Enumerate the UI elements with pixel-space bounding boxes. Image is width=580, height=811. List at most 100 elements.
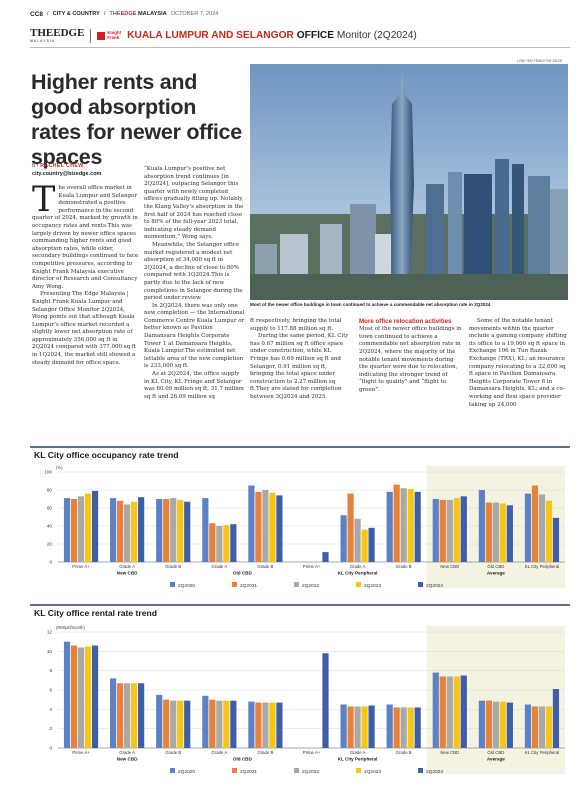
x-tick-label: New CBD: [440, 564, 459, 569]
dropcap: T: [32, 180, 56, 220]
group-label: Average: [487, 757, 505, 762]
legend-swatch: [294, 582, 299, 587]
bar: [170, 498, 177, 562]
bar: [524, 493, 532, 562]
section-header: THEEDGE MALAYSIA Knight Frank KUALA LUMPU…: [30, 24, 570, 48]
y-tick-label: 80: [47, 488, 53, 493]
bar: [492, 701, 499, 748]
bar: [506, 505, 513, 562]
x-tick-label: Grade A: [350, 564, 366, 569]
legend-swatch: [170, 582, 175, 587]
group-label: KL City Peripheral: [338, 757, 378, 762]
bar: [531, 706, 539, 748]
skyline-illustration: [250, 64, 568, 300]
legend-label: 2Q2022: [302, 769, 319, 775]
article-headline: Higher rents and good absorption rates f…: [31, 70, 242, 169]
bar: [453, 498, 460, 562]
bar: [485, 502, 492, 562]
x-tick-label: Grade B: [257, 564, 273, 569]
bar: [414, 707, 421, 748]
divider: [90, 28, 92, 43]
section-title: KUALA LUMPUR AND SELANGOR OFFICE Monitor…: [127, 30, 417, 41]
bar: [499, 701, 506, 748]
bar: [156, 499, 163, 562]
legend-swatch: [232, 582, 237, 587]
bar: [230, 700, 237, 748]
bar: [163, 699, 170, 748]
divider: /: [47, 11, 49, 17]
bar: [63, 641, 71, 748]
bar: [91, 645, 99, 748]
bar: [216, 526, 223, 562]
bar: [138, 683, 145, 748]
bar: [255, 702, 262, 748]
x-tick-label: Grade B: [396, 564, 412, 569]
bar: [70, 499, 78, 562]
bar: [216, 700, 223, 748]
group-label: Old CBD: [233, 571, 253, 576]
x-tick-label: Old CBD: [487, 750, 504, 755]
bar: [177, 700, 184, 748]
bar: [347, 493, 354, 562]
bar: [478, 490, 485, 562]
bar: [361, 529, 368, 562]
bar: [506, 702, 513, 748]
skyline-photo: [250, 64, 568, 300]
rental-chart-title: KL City office rental rate trend: [34, 608, 158, 618]
chart-rule: [30, 446, 570, 448]
y-tick-label: 12: [47, 630, 53, 635]
x-tick-label: Old CBD: [487, 564, 504, 569]
bar: [347, 706, 354, 748]
bar: [84, 493, 92, 562]
chart-rule: [30, 604, 570, 606]
bar: [124, 683, 131, 748]
bar: [446, 676, 453, 748]
bar: [269, 702, 276, 748]
rental-rate-chart: (RM/psf/month) 0 2 4 6 8 10 12 Prime A+ Grade A Gr…: [47, 625, 565, 775]
bar: [276, 495, 283, 562]
bar: [531, 485, 539, 562]
y-tick-label: 60: [47, 506, 53, 511]
bar: [322, 552, 329, 562]
bar: [386, 491, 393, 562]
legend-label: 2Q2020: [178, 583, 195, 589]
bar: [400, 707, 407, 748]
x-tick-label: KL City Peripheral: [525, 750, 560, 755]
bar: [322, 653, 329, 748]
bar: [177, 499, 184, 562]
legend-label: 2Q2023: [364, 769, 381, 775]
occupancy-chart-title: KL City office occupancy rate trend: [34, 450, 179, 460]
section-name: CITY & COUNTRY: [52, 11, 100, 17]
bar: [91, 490, 99, 562]
bar: [269, 492, 276, 562]
legend-swatch: [356, 582, 361, 587]
bar: [77, 647, 85, 748]
x-tick-label: Grade A: [211, 564, 227, 569]
bar: [156, 694, 163, 748]
bar: [248, 485, 255, 562]
bar: [131, 501, 138, 562]
bar: [77, 496, 85, 562]
y-axis-unit: (%): [56, 465, 63, 470]
bar: [485, 700, 492, 748]
legend-swatch: [418, 768, 423, 773]
legend-label: 2Q2020: [178, 769, 195, 775]
y-tick-label: 10: [47, 649, 53, 654]
bar: [209, 699, 216, 748]
publication: THEEDGE MALAYSIA: [109, 11, 167, 17]
bar: [414, 491, 421, 562]
bar: [453, 676, 460, 748]
bar: [340, 704, 347, 748]
bar: [400, 488, 407, 562]
photo-caption: Most of the newer office buildings in to…: [250, 302, 491, 307]
bar: [131, 683, 138, 748]
y-tick-label: 100: [44, 470, 52, 475]
x-tick-label: Grade A: [350, 750, 366, 755]
bar: [439, 676, 446, 748]
partner-logo: Knight Frank: [97, 30, 121, 40]
bar: [545, 500, 553, 562]
bar: [84, 646, 92, 748]
bar: [545, 706, 553, 748]
bar: [538, 706, 546, 748]
